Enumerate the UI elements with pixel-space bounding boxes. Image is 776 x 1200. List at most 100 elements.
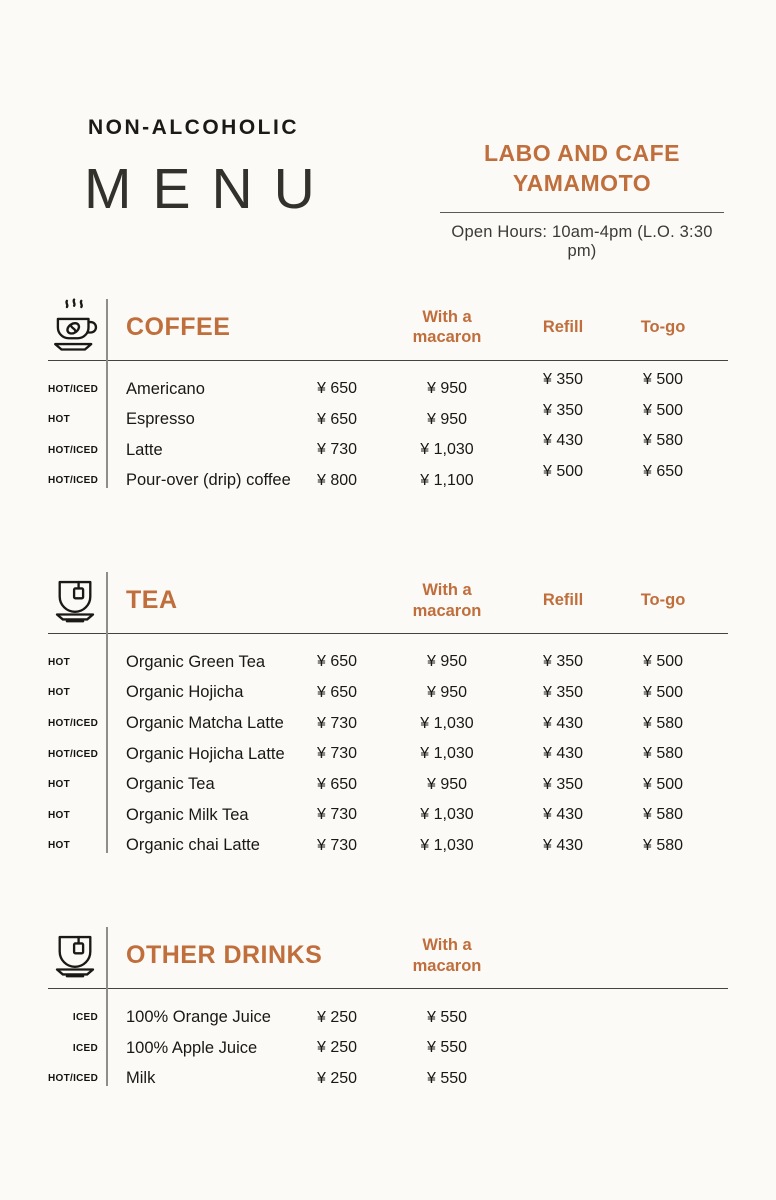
item-price-macaron: ¥ 1,030	[420, 836, 474, 854]
item-name: 100% Apple Juice	[126, 1038, 258, 1057]
item-price-macaron: ¥ 1,030	[420, 714, 474, 732]
section-header-row: OTHER DRINKS With a macaron	[48, 923, 728, 990]
coffee-cup-icon	[48, 296, 126, 358]
column-header-refill: Refill	[542, 317, 584, 336]
item-price-refill: ¥ 430	[542, 745, 584, 763]
item-price-base: ¥ 650	[316, 683, 358, 701]
item-temp-badge: HOT	[48, 656, 71, 668]
category-label: NON-ALCOHOLIC	[88, 116, 299, 139]
item-price-togo: ¥ 500	[642, 371, 684, 389]
item-price-refill: ¥ 350	[542, 775, 584, 793]
section-header-row: TEA With a macaron Refill To-go	[48, 568, 728, 635]
menu-item-row: HOT Organic Hojicha ¥ 650 ¥ 950 ¥ 350 ¥ …	[48, 678, 728, 709]
item-price-macaron: ¥ 950	[426, 653, 468, 671]
item-name: Milk	[126, 1069, 156, 1088]
item-name: Espresso	[126, 410, 195, 429]
macaron-header-line1: With a	[422, 580, 472, 599]
item-price-togo: ¥ 580	[642, 745, 684, 763]
item-price-togo: ¥ 650	[642, 462, 684, 480]
cafe-name-line1: LABO AND CAFE	[483, 140, 681, 166]
page-title: MENU	[84, 157, 336, 221]
tea-cup-icon	[48, 575, 126, 627]
macaron-header-line2: macaron	[412, 328, 482, 347]
section-header-row: COFFEE With a macaron Refill To-go	[48, 295, 728, 361]
item-temp-badge: HOT	[48, 779, 71, 791]
item-price-base: ¥ 650	[316, 380, 358, 398]
menu-item-row: HOT/ICED Americano ¥ 650 ¥ 950 ¥ 350 ¥ 5…	[48, 371, 728, 405]
column-header-macaron: With a macaron	[382, 935, 512, 976]
tea-items: HOT Organic Green Tea ¥ 650 ¥ 950 ¥ 350 …	[48, 634, 728, 861]
item-name: Organic Milk Tea	[126, 805, 249, 824]
menu-item-row: HOT/ICED Pour-over (drip) coffee ¥ 800 ¥…	[48, 462, 728, 497]
menu-item-row: HOT Organic Milk Tea ¥ 730 ¥ 1,030 ¥ 430…	[48, 800, 728, 831]
macaron-header-line2: macaron	[412, 601, 482, 620]
item-temp-badge: ICED	[72, 1012, 98, 1024]
item-temp-badge: HOT	[48, 414, 71, 426]
tea-cup-icon	[48, 930, 126, 982]
menu-item-row: HOT/ICED Organic Matcha Latte ¥ 730 ¥ 1,…	[48, 708, 728, 739]
item-price-base: ¥ 250	[316, 1069, 358, 1087]
item-price-macaron: ¥ 550	[426, 1039, 468, 1057]
item-price-togo: ¥ 500	[642, 653, 684, 671]
item-price-refill: ¥ 500	[542, 462, 584, 480]
item-price-base: ¥ 800	[316, 471, 358, 489]
item-price-macaron: ¥ 950	[426, 380, 468, 398]
item-price-base: ¥ 730	[316, 441, 358, 459]
item-price-base: ¥ 650	[316, 410, 358, 428]
menu-item-row: HOT Organic Tea ¥ 650 ¥ 950 ¥ 350 ¥ 500	[48, 769, 728, 800]
item-price-refill: ¥ 350	[542, 653, 584, 671]
item-price-base: ¥ 650	[316, 775, 358, 793]
item-temp-badge: HOT	[48, 687, 71, 699]
item-price-base: ¥ 730	[316, 745, 358, 763]
item-price-base: ¥ 250	[316, 1039, 358, 1057]
item-price-base: ¥ 250	[316, 1008, 358, 1026]
menu-item-row: HOT Organic Green Tea ¥ 650 ¥ 950 ¥ 350 …	[48, 647, 728, 678]
cafe-info-block: LABO AND CAFE YAMAMOTO Open Hours: 10am-…	[436, 116, 728, 261]
coffee-items: HOT/ICED Americano ¥ 650 ¥ 950 ¥ 350 ¥ 5…	[48, 361, 728, 496]
item-price-refill: ¥ 350	[542, 371, 584, 389]
column-header-refill: Refill	[542, 591, 584, 610]
item-price-refill: ¥ 430	[542, 836, 584, 854]
item-price-macaron: ¥ 950	[426, 410, 468, 428]
menu-item-row: HOT/ICED Milk ¥ 250 ¥ 550	[48, 1063, 728, 1094]
column-header-macaron: With a macaron	[382, 307, 512, 348]
item-price-togo: ¥ 500	[642, 775, 684, 793]
item-name: Pour-over (drip) coffee	[126, 471, 291, 490]
item-price-macaron: ¥ 550	[426, 1069, 468, 1087]
item-name: Organic Hojicha Latte	[126, 744, 285, 763]
item-price-macaron: ¥ 1,030	[420, 441, 474, 459]
item-name: Organic Hojicha	[126, 683, 244, 702]
item-temp-badge: HOT/ICED	[48, 718, 99, 730]
cafe-name: LABO AND CAFE YAMAMOTO	[436, 138, 728, 199]
item-price-base: ¥ 730	[316, 714, 358, 732]
column-header-togo: To-go	[640, 591, 686, 610]
section-tea: TEA With a macaron Refill To-go HOT Orga…	[0, 568, 776, 861]
item-price-base: ¥ 730	[316, 836, 358, 854]
item-temp-badge: HOT/ICED	[48, 748, 99, 760]
item-price-togo: ¥ 580	[642, 836, 684, 854]
item-price-togo: ¥ 580	[642, 432, 684, 450]
other-drinks-items: ICED 100% Orange Juice ¥ 250 ¥ 550 ICED …	[48, 989, 728, 1094]
item-price-togo: ¥ 580	[642, 714, 684, 732]
item-name: Latte	[126, 440, 163, 459]
item-price-refill: ¥ 430	[542, 714, 584, 732]
column-header-togo: To-go	[640, 317, 686, 336]
item-price-macaron: ¥ 950	[426, 775, 468, 793]
item-price-refill: ¥ 350	[542, 401, 584, 419]
item-price-togo: ¥ 500	[642, 683, 684, 701]
item-price-togo: ¥ 500	[642, 401, 684, 419]
section-title: OTHER DRINKS	[126, 941, 323, 970]
item-temp-badge: HOT	[48, 809, 71, 821]
item-price-base: ¥ 650	[316, 653, 358, 671]
item-temp-badge: HOT/ICED	[48, 383, 99, 395]
item-price-refill: ¥ 430	[542, 806, 584, 824]
open-hours: Open Hours: 10am-4pm (L.O. 3:30 pm)	[451, 222, 713, 260]
item-name: Organic Matcha Latte	[126, 714, 284, 733]
macaron-header-line1: With a	[422, 936, 472, 955]
macaron-header-line2: macaron	[412, 956, 482, 975]
item-name: Organic chai Latte	[126, 836, 260, 855]
menu-item-row: HOT/ICED Organic Hojicha Latte ¥ 730 ¥ 1…	[48, 739, 728, 770]
menu-item-row: HOT Espresso ¥ 650 ¥ 950 ¥ 350 ¥ 500	[48, 401, 728, 435]
item-price-macaron: ¥ 1,100	[420, 471, 474, 489]
item-price-togo: ¥ 580	[642, 806, 684, 824]
